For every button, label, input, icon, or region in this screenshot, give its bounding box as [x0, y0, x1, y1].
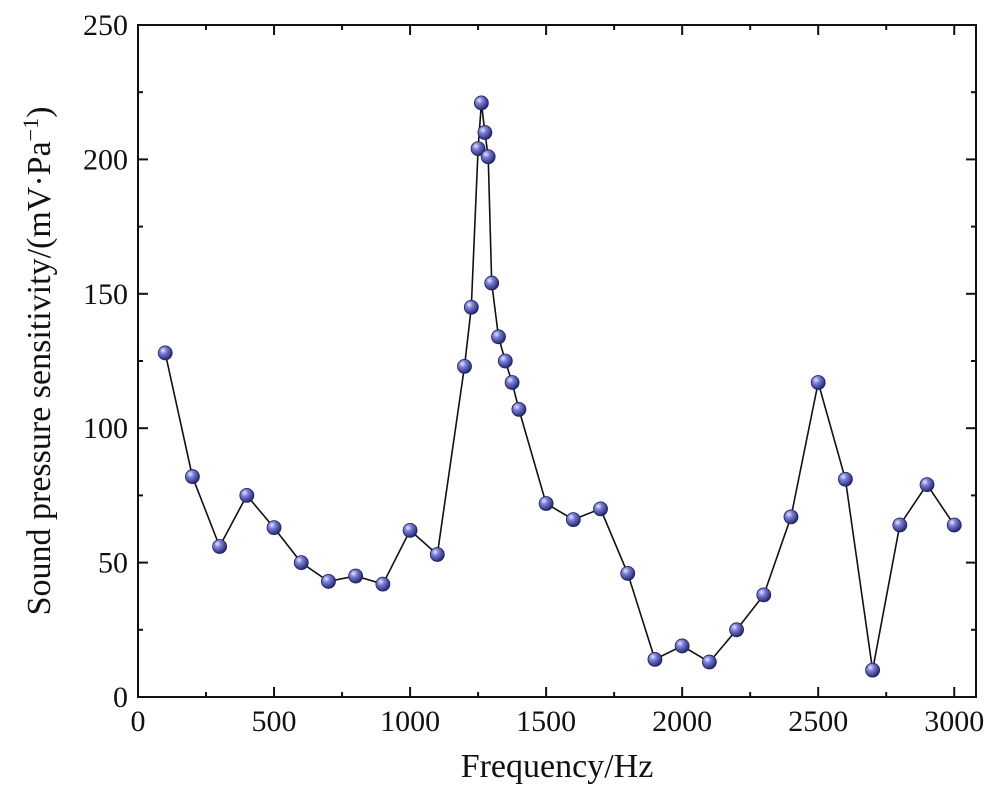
x-tick-label: 0	[131, 705, 146, 738]
data-point	[620, 565, 636, 581]
y-tick-label: 100	[83, 412, 128, 445]
x-tick-label: 1000	[380, 705, 440, 738]
y-axis-title-superscript: −1	[18, 118, 43, 141]
data-point	[463, 299, 479, 315]
data-point	[647, 651, 663, 667]
y-axis-ticks: 0 50 100 150 200 250	[83, 9, 976, 714]
series-line	[164, 102, 955, 671]
x-tick-label: 500	[252, 705, 297, 738]
data-point	[504, 375, 520, 390]
x-tick-label: 1500	[516, 705, 576, 738]
data-point	[293, 555, 309, 570]
y-tick-label: 150	[83, 278, 128, 311]
data-point	[239, 487, 255, 503]
x-tick-label: 2500	[788, 705, 848, 738]
data-point	[497, 353, 513, 369]
data-point	[473, 95, 489, 111]
data-point	[783, 509, 799, 525]
data-point	[756, 587, 772, 603]
data-point	[429, 547, 445, 562]
data-point	[491, 329, 506, 345]
data-point	[919, 477, 935, 493]
plot-frame	[137, 24, 977, 698]
data-point	[375, 576, 391, 592]
data-point	[865, 662, 881, 678]
data-point	[212, 539, 228, 554]
y-axis-title-close: )	[21, 107, 58, 118]
x-tick-label: 3000	[924, 705, 984, 738]
data-point	[701, 654, 717, 670]
data-point	[470, 141, 486, 157]
data-point	[477, 125, 493, 140]
y-tick-label: 0	[113, 681, 128, 714]
series-group	[157, 95, 962, 678]
data-point	[266, 520, 282, 536]
data-point	[185, 469, 200, 484]
data-point	[892, 517, 908, 533]
y-axis-title-main: Sound pressure sensitivity/(mV·Pa	[21, 141, 58, 615]
data-point	[946, 517, 962, 533]
y-axis-title: Sound pressure sensitivity/(mV·Pa−1)	[18, 107, 58, 616]
y-tick-label: 250	[83, 9, 128, 42]
x-axis-ticks: 0 500 1000 1500 2000 2500 3000	[131, 25, 984, 738]
data-point	[565, 512, 581, 527]
data-point	[838, 471, 853, 487]
data-point	[593, 501, 608, 517]
data-point	[480, 149, 496, 165]
data-point	[674, 638, 690, 654]
x-axis-title: Frequency/Hz	[461, 748, 654, 785]
data-point	[457, 358, 472, 374]
data-point	[321, 574, 336, 589]
data-point	[348, 568, 364, 584]
y-tick-label: 200	[83, 143, 128, 176]
data-point	[729, 622, 744, 638]
x-tick-label: 2000	[652, 705, 712, 738]
y-tick-label: 50	[98, 547, 128, 580]
data-point	[402, 522, 418, 538]
data-point	[810, 375, 826, 390]
data-point	[538, 496, 554, 511]
data-point	[157, 345, 173, 361]
data-point	[484, 275, 500, 291]
data-point	[511, 401, 527, 417]
